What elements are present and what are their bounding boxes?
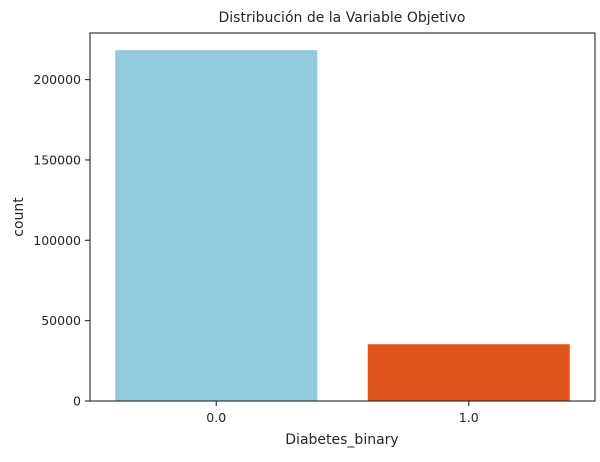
x-axis-ticks: 0.0 1.0 — [206, 401, 479, 425]
y-tick-label: 0 — [73, 394, 81, 409]
y-tick-label: 200000 — [33, 72, 81, 87]
y-tick-label: 50000 — [41, 313, 81, 328]
y-tick-label: 150000 — [33, 152, 81, 167]
chart-title: Distribución de la Variable Objetivo — [219, 10, 466, 26]
x-axis-label: Diabetes_binary — [285, 432, 398, 448]
bars-group — [115, 50, 570, 401]
y-tick-label: 100000 — [33, 233, 81, 248]
plot-frame — [89, 32, 596, 402]
y-axis-label: count — [11, 197, 27, 237]
x-tick-label: 1.0 — [459, 410, 479, 425]
bar-0.0 — [115, 50, 318, 401]
x-tick-label: 0.0 — [206, 410, 226, 425]
bar-1.0 — [367, 344, 570, 401]
y-axis-ticks: 0 50000 100000 150000 200000 — [33, 72, 90, 409]
